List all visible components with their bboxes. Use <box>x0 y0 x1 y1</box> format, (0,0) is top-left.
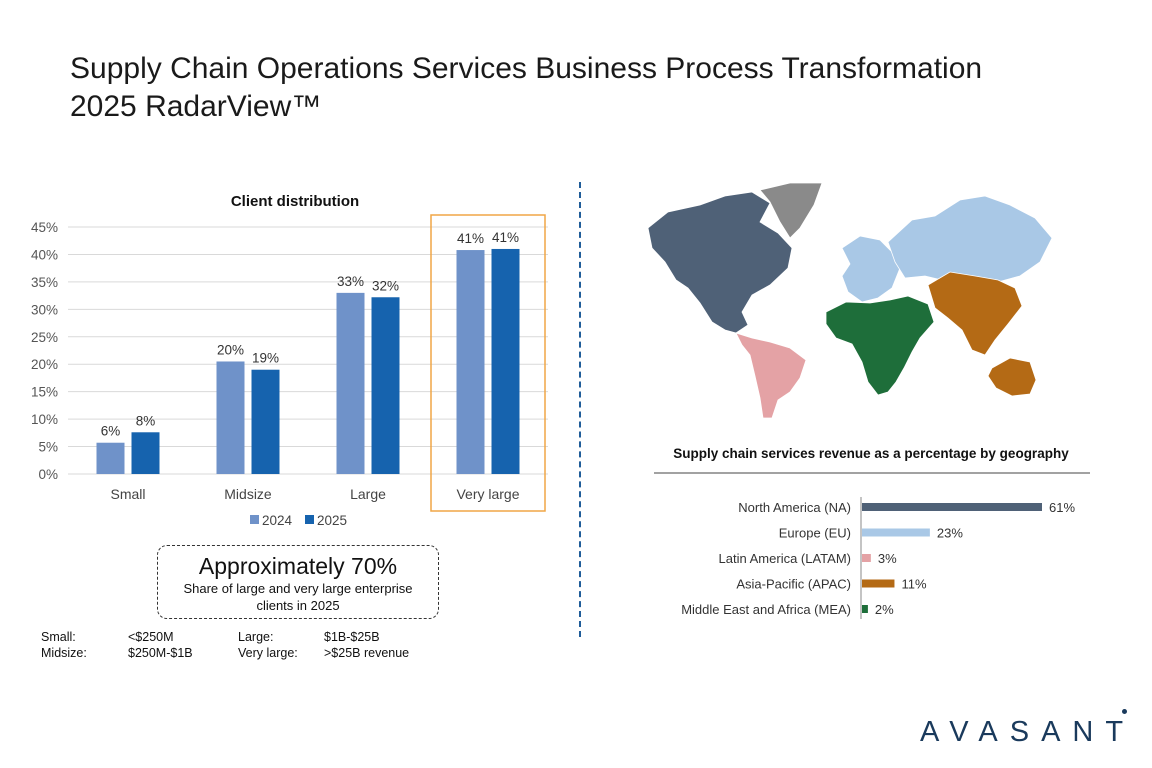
y-tick-label: 45% <box>31 220 58 235</box>
size-def-label-small: Small: <box>41 630 76 644</box>
map-region-middle-east-africa <box>825 295 935 396</box>
data-label-2024-2: 33% <box>337 274 364 289</box>
geo-bar-2 <box>862 554 871 562</box>
geo-category-label: Latin America (LATAM) <box>719 551 851 566</box>
callout-box: Approximately 70% Share of large and ver… <box>157 545 439 619</box>
map-region-asia-pacific <box>927 271 1023 356</box>
data-label-2025-3: 41% <box>492 230 519 245</box>
chart-title: Client distribution <box>231 193 359 210</box>
avasant-logo: AVASANT <box>920 716 1136 748</box>
data-label-2025-0: 8% <box>136 413 156 428</box>
geo-data-label: 2% <box>875 602 894 617</box>
page-title-line1: Supply Chain Operations Services Busines… <box>70 52 983 85</box>
page-title: Supply Chain Operations Services Busines… <box>70 50 982 126</box>
size-def-value-very-large: >$25B revenue <box>324 646 410 660</box>
data-label-2025-2: 32% <box>372 278 399 293</box>
bar-2024-0 <box>96 442 125 474</box>
geo-bar-4 <box>862 605 868 613</box>
highlight-box-very-large <box>430 214 546 512</box>
geo-bar-3 <box>862 579 895 588</box>
legend-swatch-2024 <box>250 515 259 524</box>
size-def-label-midsize: Midsize: <box>41 646 87 660</box>
revenue-by-geography-chart: Supply chain services revenue as a perce… <box>654 446 1090 619</box>
geo-data-label: 11% <box>901 577 926 592</box>
y-tick-label: 30% <box>31 302 58 317</box>
x-tick-label: Midsize <box>224 486 272 502</box>
callout-text-line2: clients in 2025 <box>256 598 340 613</box>
y-tick-label: 5% <box>38 440 58 455</box>
map-region-north-america <box>647 191 793 334</box>
size-def-label-large: Large: <box>238 630 274 644</box>
map-region-australia <box>987 357 1037 397</box>
y-tick-label: 25% <box>31 330 58 345</box>
data-label-2024-0: 6% <box>101 424 121 439</box>
y-tick-label: 35% <box>31 275 58 290</box>
data-label-2024-3: 41% <box>457 231 484 246</box>
geo-bar-0 <box>862 503 1042 511</box>
geo-category-label: Asia-Pacific (APAC) <box>736 577 851 592</box>
callout-text-line1: Share of large and very large enterprise <box>183 581 413 596</box>
bar-2025-2 <box>371 297 400 474</box>
data-label-2024-1: 20% <box>217 342 244 357</box>
x-tick-label: Very large <box>456 486 519 502</box>
legend-label-2025: 2025 <box>317 513 347 528</box>
map-region-greenland <box>759 182 823 239</box>
map-region-europe <box>841 235 901 303</box>
dashed-divider <box>579 182 581 637</box>
data-label-2025-1: 19% <box>252 351 279 366</box>
geo-data-label: 23% <box>937 526 963 541</box>
legend-label-2024: 2024 <box>262 513 293 528</box>
page-title-line2: 2025 RadarView™ <box>70 90 322 123</box>
bar-2025-0 <box>131 432 160 474</box>
bar-2024-3 <box>456 250 485 474</box>
geo-category-label: Middle East and Africa (MEA) <box>681 602 851 617</box>
bar-2024-2 <box>336 292 365 474</box>
logo-dot <box>1122 709 1127 714</box>
y-tick-label: 15% <box>31 385 58 400</box>
y-tick-label: 10% <box>31 412 58 427</box>
x-tick-label: Small <box>110 486 145 502</box>
world-map <box>647 182 1053 419</box>
callout-headline: Approximately 70% <box>198 553 398 579</box>
geo-data-label: 3% <box>878 551 897 566</box>
geo-category-label: North America (NA) <box>738 500 851 515</box>
geo-bar-1 <box>862 528 930 537</box>
bar-2024-1 <box>216 361 245 474</box>
x-tick-label: Large <box>350 486 386 502</box>
geo-data-label: 61% <box>1049 500 1075 515</box>
map-region-russia <box>887 195 1053 283</box>
client-distribution-chart: Client distribution 0% 5% 10% 15% 20% 25% 30% 35… <box>31 193 548 528</box>
y-tick-label: 20% <box>31 357 58 372</box>
y-tick-label: 0% <box>38 467 58 482</box>
size-def-label-very-large: Very large: <box>238 646 298 660</box>
legend-swatch-2025 <box>305 515 314 524</box>
size-def-value-small: <$250M <box>128 630 174 644</box>
geo-chart-title: Supply chain services revenue as a perce… <box>673 446 1069 461</box>
map-region-latin-america <box>735 332 807 419</box>
bar-2025-3 <box>491 248 520 474</box>
geo-category-label: Europe (EU) <box>779 526 851 541</box>
bar-2025-1 <box>251 369 280 474</box>
size-def-value-midsize: $250M-$1B <box>128 646 193 660</box>
y-tick-label: 40% <box>31 247 58 262</box>
size-def-value-large: $1B-$25B <box>324 630 380 644</box>
